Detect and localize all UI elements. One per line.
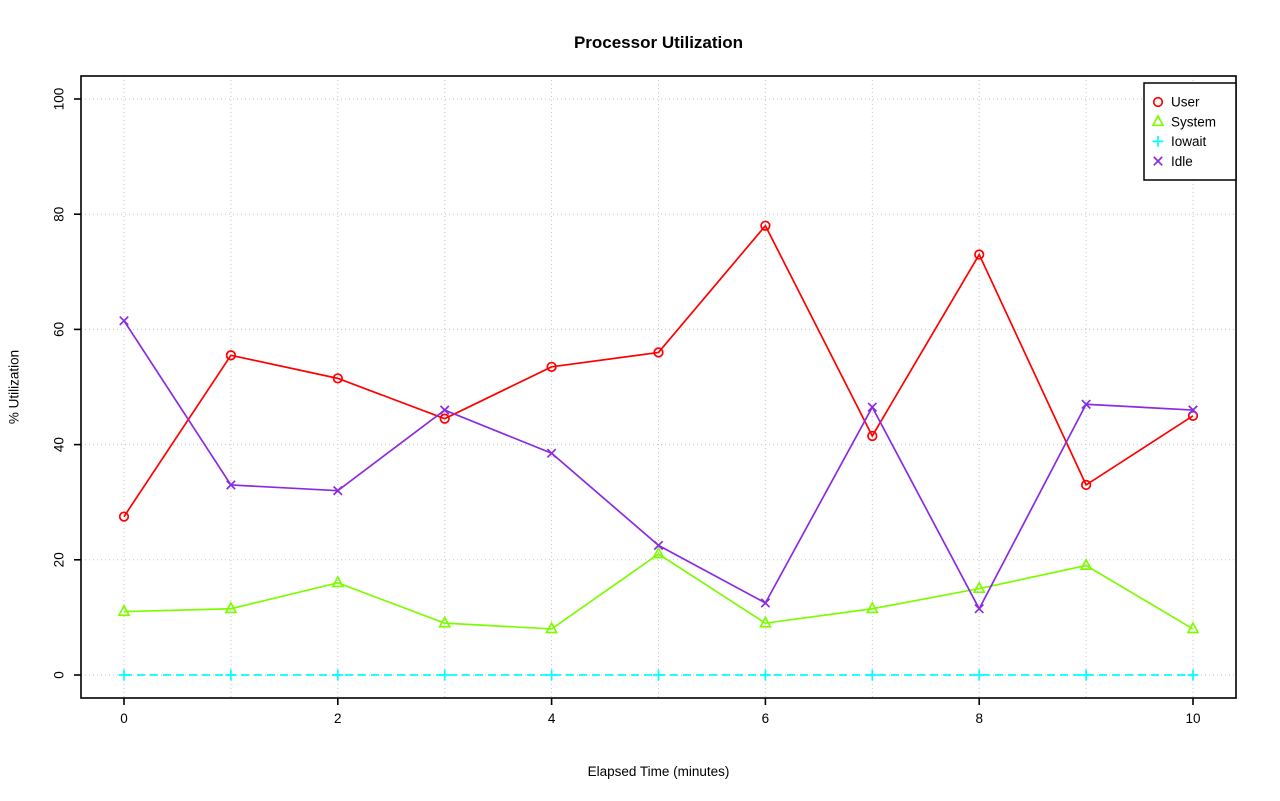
marker-system bbox=[438, 615, 452, 628]
marker-system bbox=[117, 604, 131, 617]
marker-user bbox=[118, 511, 130, 522]
chart-title: Processor Utilization bbox=[573, 33, 744, 52]
series-line-user bbox=[123, 224, 1194, 518]
legend-box bbox=[1143, 82, 1237, 181]
x-tick-label: 6 bbox=[762, 711, 770, 726]
x-axis-title: Elapsed Time (minutes) bbox=[587, 764, 730, 779]
marker-user bbox=[974, 249, 985, 260]
x-tick-label: 8 bbox=[975, 711, 983, 726]
marker-system bbox=[224, 601, 238, 614]
marker-user bbox=[1187, 410, 1199, 421]
marker-user bbox=[867, 430, 878, 442]
legend-marker-user bbox=[1152, 96, 1164, 108]
marker-user bbox=[546, 361, 557, 372]
x-tick-label: 4 bbox=[548, 711, 556, 726]
legend-marker-system bbox=[1151, 114, 1165, 127]
marker-system bbox=[758, 615, 772, 628]
marker-idle bbox=[974, 603, 985, 614]
marker-idle bbox=[119, 315, 129, 326]
marker-user bbox=[332, 373, 343, 384]
marker-idle bbox=[1188, 405, 1198, 415]
marker-system bbox=[545, 621, 559, 634]
marker-user bbox=[225, 350, 237, 361]
x-tick-label: 0 bbox=[120, 711, 128, 726]
marker-user bbox=[1080, 479, 1092, 491]
marker-user bbox=[439, 413, 450, 424]
marker-idle bbox=[439, 405, 450, 415]
marker-idle bbox=[653, 540, 664, 551]
marker-system bbox=[1186, 621, 1200, 634]
marker-idle bbox=[760, 598, 771, 608]
marker-system bbox=[1079, 557, 1093, 571]
marker-idle bbox=[867, 402, 878, 412]
marker-system bbox=[331, 575, 345, 588]
series-line-system bbox=[123, 553, 1194, 630]
marker-system bbox=[652, 546, 665, 559]
marker-idle bbox=[332, 485, 343, 496]
y-tick-label: 80 bbox=[52, 207, 67, 222]
marker-user bbox=[760, 220, 771, 231]
x-tick-label: 2 bbox=[334, 711, 342, 726]
legend-label-idle: Idle bbox=[1171, 154, 1193, 169]
y-tick-label: 60 bbox=[52, 322, 67, 337]
legend-marker-idle bbox=[1153, 156, 1163, 166]
legend-label-system: System bbox=[1171, 114, 1216, 129]
y-tick-label: 40 bbox=[52, 437, 67, 452]
x-tick-label: 10 bbox=[1185, 711, 1200, 726]
marker-user bbox=[653, 347, 664, 358]
plot-border bbox=[80, 75, 1237, 699]
marker-idle bbox=[1081, 399, 1091, 410]
marker-system bbox=[972, 580, 986, 594]
legend-label-user: User bbox=[1171, 95, 1200, 110]
marker-idle bbox=[546, 448, 557, 459]
y-tick-label: 20 bbox=[52, 552, 67, 567]
marker-idle bbox=[226, 480, 236, 490]
marker-system bbox=[865, 601, 879, 614]
y-tick-label: 0 bbox=[52, 671, 67, 679]
y-tick-label: 100 bbox=[52, 88, 67, 111]
legend-label-iowait: Iowait bbox=[1171, 134, 1207, 149]
